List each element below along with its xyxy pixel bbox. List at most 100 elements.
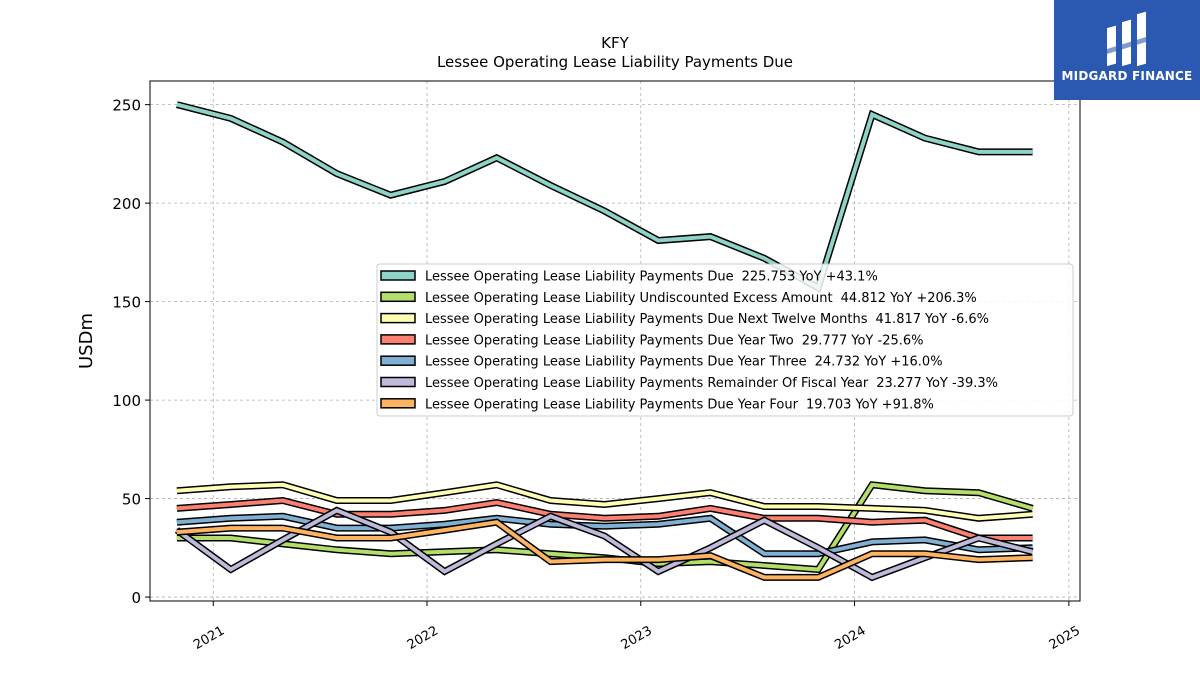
data-point: [978, 537, 980, 539]
legend-swatch: [380, 312, 416, 324]
data-point: [282, 539, 284, 541]
data-point: [1032, 507, 1034, 509]
data-point: [763, 576, 765, 578]
x-tick-label: 2021: [191, 623, 227, 653]
legend-item: Lessee Operating Lease Liability Payment…: [380, 333, 924, 348]
legend-series-name: Lessee Operating Lease Liability Payment…: [425, 397, 799, 412]
data-point: [817, 576, 819, 578]
legend-label: Lessee Operating Lease Liability Payment…: [425, 333, 924, 348]
data-point: [176, 507, 178, 509]
data-point: [817, 553, 819, 555]
data-point: [1032, 557, 1034, 559]
legend-item: Lessee Operating Lease Liability Payment…: [380, 376, 998, 391]
y-tick-label: 100: [112, 392, 141, 410]
legend-label: Lessee Operating Lease Liability Payment…: [425, 355, 943, 370]
data-point: [336, 509, 338, 511]
chart-subtitle: Lessee Operating Lease Liability Payment…: [437, 53, 793, 71]
data-point: [444, 492, 446, 494]
data-point: [336, 527, 338, 529]
legend-item: Lessee Operating Lease Liability Payment…: [380, 355, 943, 370]
data-point: [710, 561, 711, 563]
legend-last-value: 225.753: [742, 270, 796, 285]
brand-logo: MIDGARD FINANCE: [1054, 0, 1200, 100]
data-point: [604, 525, 605, 527]
legend-item: Lessee Operating Lease Liability Payment…: [380, 397, 934, 412]
data-point: [817, 517, 819, 519]
data-point: [924, 519, 926, 521]
series-3: [176, 481, 1034, 522]
data-point: [336, 537, 338, 539]
data-point: [176, 490, 178, 492]
legend-yoy: YoY -25.6%: [850, 333, 923, 348]
data-point: [390, 531, 392, 533]
y-tick-label: 0: [131, 589, 141, 607]
data-point: [496, 521, 498, 523]
legend-yoy: YoY +16.0%: [863, 355, 942, 370]
data-point: [176, 531, 178, 533]
legend-last-value: 29.777: [802, 333, 848, 348]
legend-label: Lessee Operating Lease Liability Payment…: [425, 270, 878, 285]
data-point: [282, 515, 284, 517]
data-point: [604, 210, 605, 212]
legend: Lessee Operating Lease Liability Payment…: [376, 263, 1074, 417]
data-point: [978, 559, 980, 561]
y-tick-label: 250: [112, 97, 141, 115]
legend-swatch: [380, 270, 416, 281]
data-point: [390, 537, 392, 539]
legend-yoy: YoY +206.3%: [889, 291, 977, 306]
data-point: [924, 509, 926, 511]
data-point: [390, 194, 392, 196]
data-point: [871, 521, 873, 523]
data-point: [176, 537, 178, 539]
data-point: [978, 549, 980, 551]
data-point: [871, 576, 873, 578]
legend-last-value: 44.812: [841, 291, 887, 306]
legend-last-value: 41.817: [876, 312, 922, 327]
data-point: [336, 549, 338, 551]
legend-last-value: 23.277: [876, 376, 922, 391]
data-point: [871, 553, 873, 555]
data-point: [763, 519, 765, 521]
x-tick-label: 2023: [619, 623, 655, 653]
legend-item: Lessee Operating Lease Liability Payment…: [380, 270, 878, 285]
data-point: [604, 517, 605, 519]
data-point: [550, 515, 552, 517]
legend-series-name: Lessee Operating Lease Liability Payment…: [425, 376, 869, 391]
data-point: [978, 492, 980, 494]
legend-swatch: [380, 355, 416, 366]
data-point: [230, 117, 232, 119]
data-point: [496, 157, 498, 159]
data-point: [390, 553, 392, 555]
data-point: [550, 184, 552, 186]
data-point: [871, 541, 873, 543]
legend-item: Lessee Operating Lease Liability Undisco…: [380, 291, 977, 306]
data-point: [550, 553, 552, 555]
y-tick-label: 50: [122, 491, 141, 509]
data-point: [176, 104, 178, 106]
data-point: [657, 240, 659, 241]
data-point: [657, 498, 659, 500]
data-point: [763, 553, 765, 555]
data-point: [282, 527, 284, 529]
data-point: [817, 547, 819, 549]
plot-frame: [149, 80, 1081, 602]
data-point: [496, 549, 498, 551]
legend-last-value: 19.703: [806, 397, 852, 412]
data-point: [710, 236, 711, 238]
data-point: [710, 517, 711, 519]
data-point: [710, 507, 711, 509]
data-point: [230, 527, 232, 529]
data-point: [871, 114, 873, 115]
legend-series-name: Lessee Operating Lease Liability Payment…: [425, 270, 734, 285]
legend-series-name: Lessee Operating Lease Liability Payment…: [425, 355, 807, 370]
data-point: [924, 557, 926, 559]
data-point: [763, 565, 765, 566]
y-axis-label: USDm: [76, 313, 97, 369]
legend-swatch: [380, 291, 416, 303]
data-point: [657, 515, 659, 517]
data-point: [763, 506, 765, 507]
data-point: [817, 569, 819, 570]
data-point: [390, 513, 392, 515]
legend-yoy: YoY +91.8%: [854, 397, 933, 412]
data-point: [444, 181, 446, 182]
